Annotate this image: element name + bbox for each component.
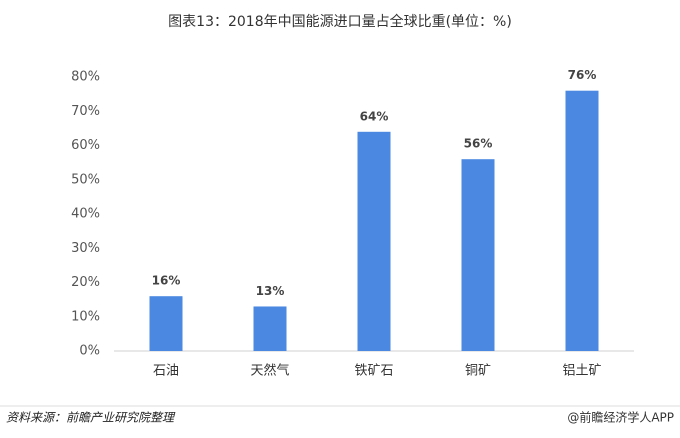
x-tick-label: 铁矿石 bbox=[354, 364, 393, 379]
bar bbox=[253, 306, 287, 351]
y-tick-label: 10% bbox=[71, 309, 100, 324]
bar bbox=[149, 296, 183, 351]
x-tick-label: 石油 bbox=[153, 364, 179, 379]
y-tick-label: 40% bbox=[71, 207, 100, 222]
y-tick-label: 80% bbox=[71, 70, 100, 85]
y-tick-label: 70% bbox=[71, 104, 100, 119]
y-tick-label: 20% bbox=[71, 275, 100, 290]
bar bbox=[565, 90, 599, 351]
value-label: 13% bbox=[256, 284, 285, 298]
y-tick-label: 60% bbox=[71, 138, 100, 153]
chart-title: 图表13：2018年中国能源进口量占全球比重(单位：%) bbox=[168, 13, 512, 30]
x-tick-label: 天然气 bbox=[250, 363, 289, 379]
value-label: 64% bbox=[360, 109, 389, 123]
bar bbox=[357, 131, 391, 351]
source-note: 资料来源：前瞻产业研究院整理 bbox=[6, 411, 176, 425]
x-tick-label: 铝土矿 bbox=[562, 364, 601, 379]
value-label: 76% bbox=[568, 68, 597, 82]
credit: @前瞻经济学人APP bbox=[567, 410, 674, 425]
bar bbox=[461, 159, 495, 351]
value-label: 56% bbox=[464, 137, 493, 151]
value-label: 16% bbox=[152, 274, 181, 288]
y-tick-label: 50% bbox=[71, 172, 100, 187]
x-tick-label: 铜矿 bbox=[465, 364, 491, 379]
y-tick-label: 30% bbox=[71, 241, 100, 256]
y-tick-label: 0% bbox=[79, 344, 100, 359]
